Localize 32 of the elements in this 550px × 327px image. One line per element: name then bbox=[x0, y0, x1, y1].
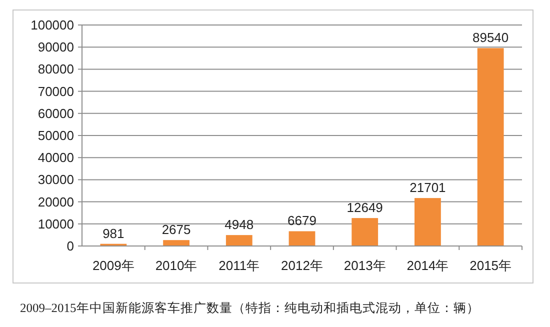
x-tick-label: 2009年 bbox=[92, 258, 134, 273]
x-tick-label: 2012年 bbox=[281, 258, 323, 273]
text: 2009–2015年中国新能源客车推广数量（特指：纯电动和插电式混动，单位：辆） bbox=[20, 300, 480, 315]
y-tick-label: 100000 bbox=[30, 18, 74, 32]
y-tick-label: 50000 bbox=[38, 128, 74, 143]
data-label: 2675 bbox=[162, 222, 191, 238]
y-tick-label: 10000 bbox=[38, 216, 74, 232]
x-tick-label: 2010年 bbox=[155, 258, 198, 273]
data-label: 4948 bbox=[224, 217, 254, 232]
bar bbox=[477, 48, 504, 246]
data-label: 12649 bbox=[346, 200, 383, 216]
y-tick-label: 60000 bbox=[38, 106, 74, 121]
data-label: 981 bbox=[102, 226, 124, 241]
y-tick-label: 80000 bbox=[38, 62, 74, 77]
y-tick-label: 90000 bbox=[38, 40, 74, 55]
x-tick-label: 2013年 bbox=[344, 258, 386, 273]
bar bbox=[288, 231, 316, 246]
bar bbox=[226, 235, 252, 246]
bar bbox=[163, 240, 190, 246]
data-label: 6679 bbox=[288, 213, 316, 228]
y-tick-label: 40000 bbox=[38, 150, 74, 166]
y-tick-label: 20000 bbox=[38, 194, 74, 210]
y-tick-label: 70000 bbox=[38, 84, 74, 99]
x-tick-label: 2015年 bbox=[470, 258, 512, 273]
data-label: 89540 bbox=[472, 30, 509, 46]
y-tick-label: 30000 bbox=[38, 172, 74, 188]
data-label: 21701 bbox=[410, 180, 446, 196]
bar bbox=[414, 198, 441, 246]
x-tick-label: 2011年 bbox=[218, 258, 260, 273]
y-tick-label: 0 bbox=[66, 238, 74, 254]
bar bbox=[352, 218, 378, 246]
x-tick-label: 2014年 bbox=[406, 258, 449, 273]
